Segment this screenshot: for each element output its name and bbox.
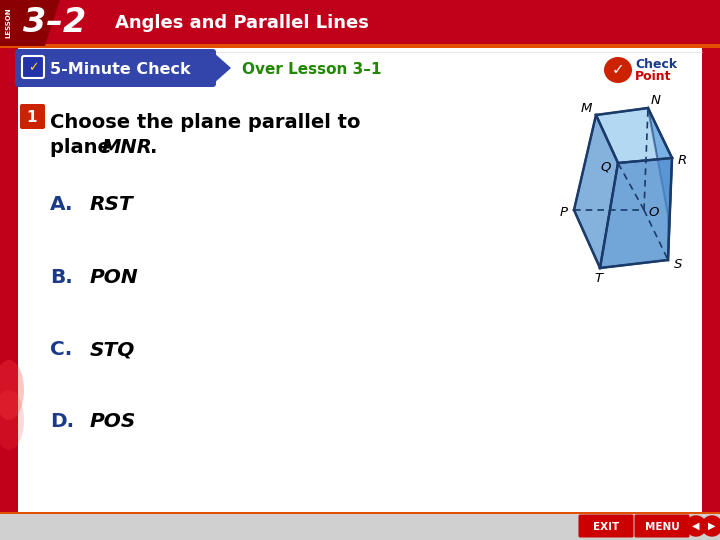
Text: ◀: ◀ [692,521,700,531]
Text: EXIT: EXIT [593,522,619,532]
Text: 1: 1 [27,110,37,125]
Text: Over Lesson 3–1: Over Lesson 3–1 [242,62,382,77]
Polygon shape [0,0,60,46]
Text: plane: plane [50,138,117,157]
FancyBboxPatch shape [702,46,720,515]
Text: ▶: ▶ [708,521,716,531]
Text: 5-Minute Check: 5-Minute Check [50,62,191,77]
Polygon shape [213,52,231,84]
Polygon shape [574,115,618,268]
Polygon shape [600,158,672,268]
Text: PON: PON [90,268,139,287]
FancyBboxPatch shape [634,515,690,537]
Text: B.: B. [50,268,73,287]
Ellipse shape [604,57,632,83]
Circle shape [702,516,720,536]
Text: P: P [560,206,568,219]
Text: Check: Check [635,58,677,71]
FancyBboxPatch shape [578,515,634,537]
Text: R: R [678,153,687,166]
Ellipse shape [0,360,24,420]
Text: POS: POS [90,412,136,431]
Circle shape [686,516,706,536]
Text: ✓: ✓ [28,62,38,75]
Text: .: . [150,138,158,157]
FancyBboxPatch shape [18,46,702,514]
FancyBboxPatch shape [22,56,44,78]
Text: Point: Point [635,70,672,83]
Text: A.: A. [50,195,73,214]
Text: D.: D. [50,412,74,431]
Text: MNR: MNR [102,138,153,157]
Text: T: T [594,273,602,286]
FancyBboxPatch shape [0,512,720,514]
Text: RST: RST [90,195,134,214]
Text: STQ: STQ [90,340,135,359]
FancyBboxPatch shape [0,46,18,515]
Polygon shape [596,108,672,163]
FancyBboxPatch shape [0,44,720,48]
Text: N: N [651,94,661,107]
Text: C.: C. [50,340,72,359]
FancyBboxPatch shape [0,0,720,46]
Text: LESSON: LESSON [5,8,11,38]
Text: Q: Q [600,160,611,173]
FancyBboxPatch shape [20,104,45,129]
Polygon shape [648,108,672,260]
Text: Angles and Parallel Lines: Angles and Parallel Lines [115,14,369,32]
Text: S: S [674,259,682,272]
Text: Choose the plane parallel to: Choose the plane parallel to [50,113,361,132]
Text: MENU: MENU [644,522,680,532]
Text: ✓: ✓ [611,63,624,78]
Text: 3–2: 3–2 [23,6,86,39]
Ellipse shape [0,390,24,450]
Text: M: M [580,102,592,114]
FancyBboxPatch shape [0,514,720,540]
Text: O: O [649,206,660,219]
FancyBboxPatch shape [15,49,216,87]
